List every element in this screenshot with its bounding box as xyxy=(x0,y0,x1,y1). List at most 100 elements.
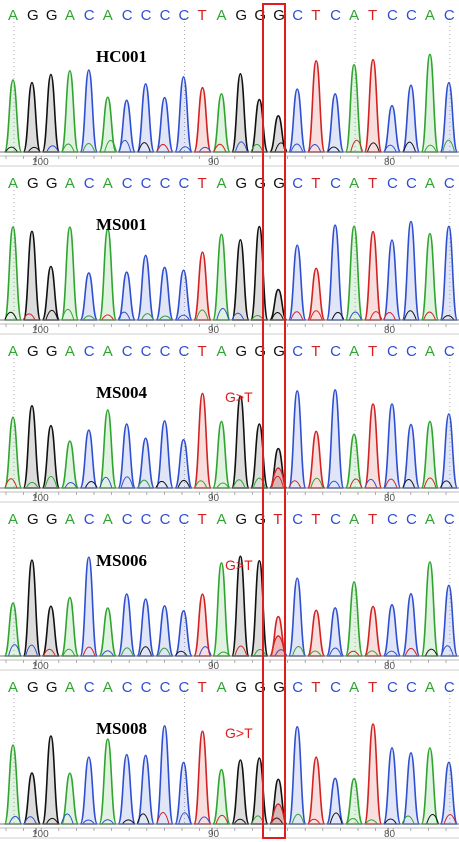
base-call-letter: T xyxy=(368,343,377,360)
trace-noise xyxy=(231,312,245,321)
sample-label: MS008 xyxy=(96,719,147,738)
trace-peak xyxy=(41,265,61,321)
trace-peak xyxy=(212,233,231,321)
trace-noise xyxy=(385,650,398,657)
trace-peak xyxy=(325,93,345,153)
trace-noise xyxy=(213,143,227,153)
trace-peak xyxy=(136,254,155,321)
trace-peak xyxy=(136,437,155,489)
base-call-letter: G xyxy=(273,175,285,192)
base-call-letter: G xyxy=(27,343,39,360)
trace-noise xyxy=(177,479,191,489)
base-call-letter: C xyxy=(387,7,398,24)
trace-noise xyxy=(439,480,453,489)
trace-noise xyxy=(178,812,192,825)
trace-noise xyxy=(292,646,305,657)
trace-noise xyxy=(369,311,383,321)
trace-noise xyxy=(215,814,229,825)
trace-noise xyxy=(137,142,151,153)
trace-noise xyxy=(426,813,440,825)
trace-peak xyxy=(420,232,440,321)
base-call-letter: G xyxy=(46,7,58,24)
trace-peak xyxy=(155,605,174,657)
sample-label: MS006 xyxy=(96,551,147,570)
trace-peak xyxy=(193,86,212,153)
trace-noise xyxy=(290,143,304,153)
trace-peak xyxy=(3,416,23,489)
trace-peak xyxy=(98,228,118,321)
base-call-letter: G xyxy=(235,679,247,696)
trace-noise xyxy=(178,146,192,153)
trace-peak xyxy=(212,562,231,657)
trace-noise xyxy=(234,645,248,657)
trace-noise xyxy=(423,144,437,153)
base-call-letter: C xyxy=(122,679,133,696)
trace-noise xyxy=(442,139,456,153)
base-call-letter: C xyxy=(160,7,171,24)
trace-peak xyxy=(22,230,42,321)
base-call-letter: G xyxy=(273,679,285,696)
trace-noise xyxy=(382,312,396,321)
trace-noise xyxy=(82,315,96,321)
base-call-letter: T xyxy=(198,175,207,192)
base-call-letter: A xyxy=(65,679,75,696)
axis-tick-label: 90 xyxy=(208,157,220,168)
base-call-letter: C xyxy=(179,7,190,24)
base-call-letter: T xyxy=(198,511,207,528)
base-call-letter: A xyxy=(425,175,435,192)
trace-peak xyxy=(231,555,250,657)
base-call-letter: G xyxy=(254,175,266,192)
base-call-letter: A xyxy=(8,679,18,696)
trace-noise xyxy=(403,141,417,153)
trace-peak xyxy=(250,98,269,153)
trace-noise xyxy=(140,313,154,321)
trace-noise xyxy=(198,646,212,657)
trace-peak xyxy=(22,559,42,657)
base-call-letter: C xyxy=(387,511,398,528)
trace-peak xyxy=(3,226,23,321)
trace-peak xyxy=(193,251,212,321)
trace-noise xyxy=(176,314,190,321)
trace-noise xyxy=(310,477,324,489)
trace-peak xyxy=(420,747,440,825)
trace-noise xyxy=(350,139,364,153)
base-call-letter: G xyxy=(273,343,285,360)
trace-peak xyxy=(231,239,250,321)
trace-peak xyxy=(60,596,80,657)
trace-noise xyxy=(253,649,267,657)
mutation-label: G>T xyxy=(225,557,253,573)
trace-peak xyxy=(382,104,402,153)
trace-noise xyxy=(346,650,360,657)
base-call-letter: T xyxy=(368,511,377,528)
trace-noise xyxy=(42,648,56,657)
base-call-letter: A xyxy=(216,7,226,24)
trace-peak xyxy=(79,429,99,489)
axis-tick-label: 90 xyxy=(208,829,220,840)
trace-peak xyxy=(439,225,459,321)
trace-noise xyxy=(23,816,37,825)
base-call-letter: A xyxy=(425,7,435,24)
trace-noise xyxy=(82,646,96,657)
base-call-letter: A xyxy=(103,511,113,528)
base-call-letter: T xyxy=(311,679,320,696)
base-call-letter: A xyxy=(8,175,18,192)
base-call-letter: C xyxy=(444,343,455,360)
trace-peak xyxy=(401,84,421,153)
trace-noise xyxy=(331,311,345,321)
trace-peak xyxy=(60,226,80,321)
trace-noise xyxy=(232,479,246,489)
base-call-letter: A xyxy=(8,511,18,528)
trace-noise xyxy=(60,813,74,825)
trace-noise xyxy=(384,818,397,825)
trace-peak xyxy=(344,777,364,825)
trace-noise xyxy=(25,644,39,657)
trace-peak xyxy=(401,220,421,321)
trace-noise xyxy=(99,476,113,489)
trace-peak xyxy=(98,409,118,489)
trace-noise xyxy=(348,311,362,321)
trace-peak xyxy=(269,115,288,153)
base-call-letter: C xyxy=(179,679,190,696)
trace-peak xyxy=(193,730,212,825)
